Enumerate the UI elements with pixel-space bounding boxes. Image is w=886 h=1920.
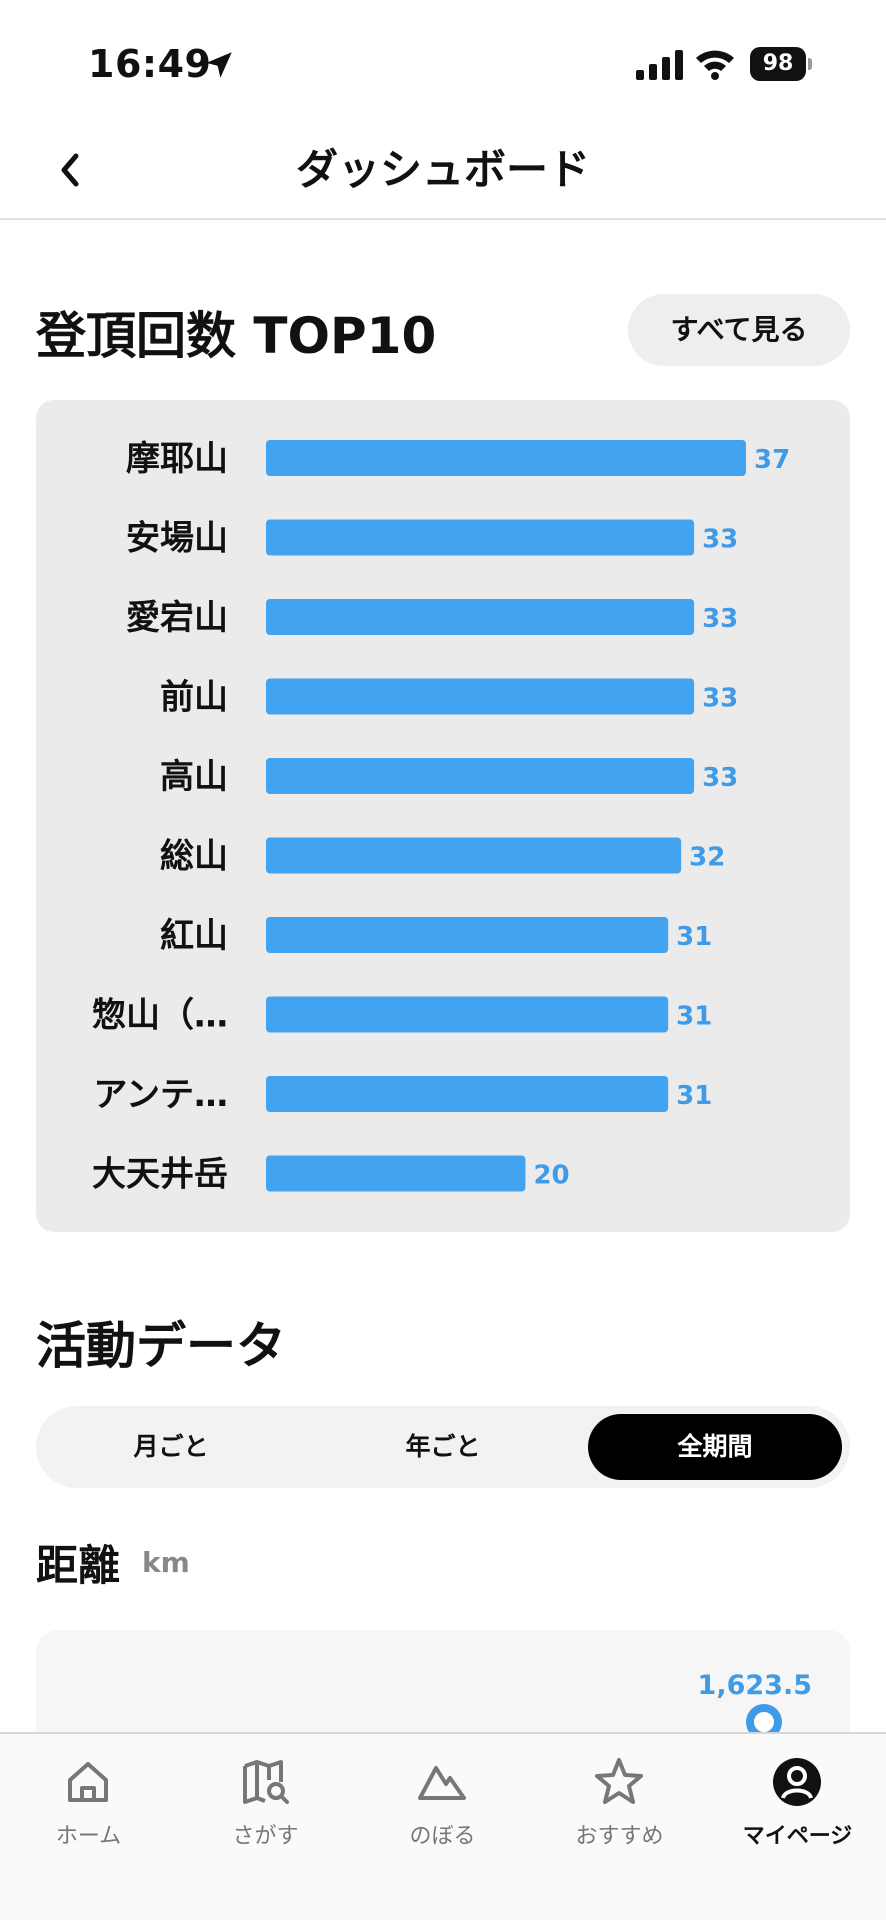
category-label: 大天井岳 — [92, 1155, 228, 1195]
category-label: 惣山（… — [92, 996, 228, 1036]
tab-recommend[interactable]: おすすめ — [531, 1734, 708, 1874]
tab-search[interactable]: さがす — [177, 1734, 354, 1874]
value-label: 31 — [676, 1081, 712, 1111]
bar[interactable] — [266, 599, 695, 635]
value-label: 31 — [676, 1002, 712, 1032]
page-title: ダッシュボード — [295, 145, 590, 194]
tab-recommend-label: おすすめ — [575, 1824, 664, 1849]
bar[interactable] — [266, 996, 669, 1033]
period-segmented-control: 月ごと 年ごと 全期間 — [36, 1406, 850, 1488]
battery-level: 98 — [750, 47, 806, 81]
segment-yearly[interactable]: 年ごと — [405, 1432, 481, 1461]
bar[interactable] — [266, 440, 746, 476]
value-label: 33 — [702, 763, 738, 793]
category-label: 安場山 — [126, 519, 228, 559]
bar[interactable] — [266, 1076, 669, 1112]
tab-search-label: さがす — [232, 1824, 299, 1849]
nav-header: ダッシュボード — [0, 120, 886, 220]
distance-unit: km — [142, 1546, 190, 1579]
cellular-signal-icon — [636, 50, 683, 80]
category-label: 前山 — [160, 678, 228, 718]
category-label: 紅山 — [160, 916, 228, 956]
value-label: 31 — [676, 922, 712, 952]
value-label: 20 — [533, 1161, 569, 1191]
top10-title: 登頂回数 TOP10 — [36, 307, 437, 365]
location-arrow-icon — [206, 52, 232, 78]
home-icon — [68, 1762, 108, 1802]
activity-title: 活動データ — [36, 1317, 286, 1375]
see-all-button[interactable]: すべて見る — [628, 294, 850, 366]
top10-chart-card: 摩耶山 37 安場山 33 愛宕山 33 前山 33 高山 33 総山 32 紅山 31 惣山（… 31 アンテ… — [36, 400, 850, 1232]
back-chevron-icon[interactable] — [46, 142, 96, 198]
segment-all-time[interactable]: 全期間 — [588, 1414, 842, 1480]
tab-home[interactable]: ホーム — [0, 1734, 177, 1874]
bar[interactable] — [266, 519, 695, 556]
value-label: 33 — [702, 525, 738, 555]
value-label: 33 — [702, 684, 738, 714]
bar[interactable] — [266, 758, 695, 794]
map-search-icon — [243, 1760, 289, 1804]
status-bar: 16:49 98 — [0, 0, 886, 120]
bar[interactable] — [266, 917, 669, 953]
category-label: アンテ… — [93, 1075, 228, 1115]
tab-mypage[interactable]: マイページ — [709, 1734, 886, 1874]
status-time: 16:49 — [88, 42, 212, 86]
tab-climb[interactable]: のぼる — [354, 1734, 531, 1874]
bar[interactable] — [266, 837, 682, 874]
value-label: 32 — [689, 843, 725, 873]
wifi-icon — [696, 50, 734, 80]
tab-mypage-label: マイページ — [742, 1824, 853, 1849]
distance-title: 距離 — [36, 1541, 121, 1590]
battery-cap — [808, 58, 812, 70]
battery-indicator: 98 — [750, 47, 812, 81]
distance-latest-value: 1,623.5 — [697, 1670, 812, 1701]
top10-bar-chart: 摩耶山 37 安場山 33 愛宕山 33 前山 33 高山 33 総山 32 紅山 31 惣山（… 31 アンテ… — [92, 439, 790, 1195]
mountain-icon — [418, 1766, 466, 1800]
tab-climb-label: のぼる — [409, 1824, 476, 1849]
tab-home-label: ホーム — [55, 1824, 122, 1849]
category-label: 摩耶山 — [126, 439, 228, 479]
bar[interactable] — [266, 678, 695, 715]
category-label: 総山 — [160, 837, 228, 877]
tab-bar: ホーム さがす のぼる おすすめ — [0, 1732, 886, 1920]
value-label: 33 — [702, 604, 738, 634]
value-label: 37 — [754, 445, 790, 475]
profile-icon — [773, 1758, 821, 1806]
segment-monthly[interactable]: 月ごと — [133, 1432, 209, 1461]
bar[interactable] — [266, 1155, 526, 1192]
star-icon — [595, 1758, 643, 1804]
category-label: 高山 — [160, 757, 228, 797]
category-label: 愛宕山 — [126, 598, 228, 638]
